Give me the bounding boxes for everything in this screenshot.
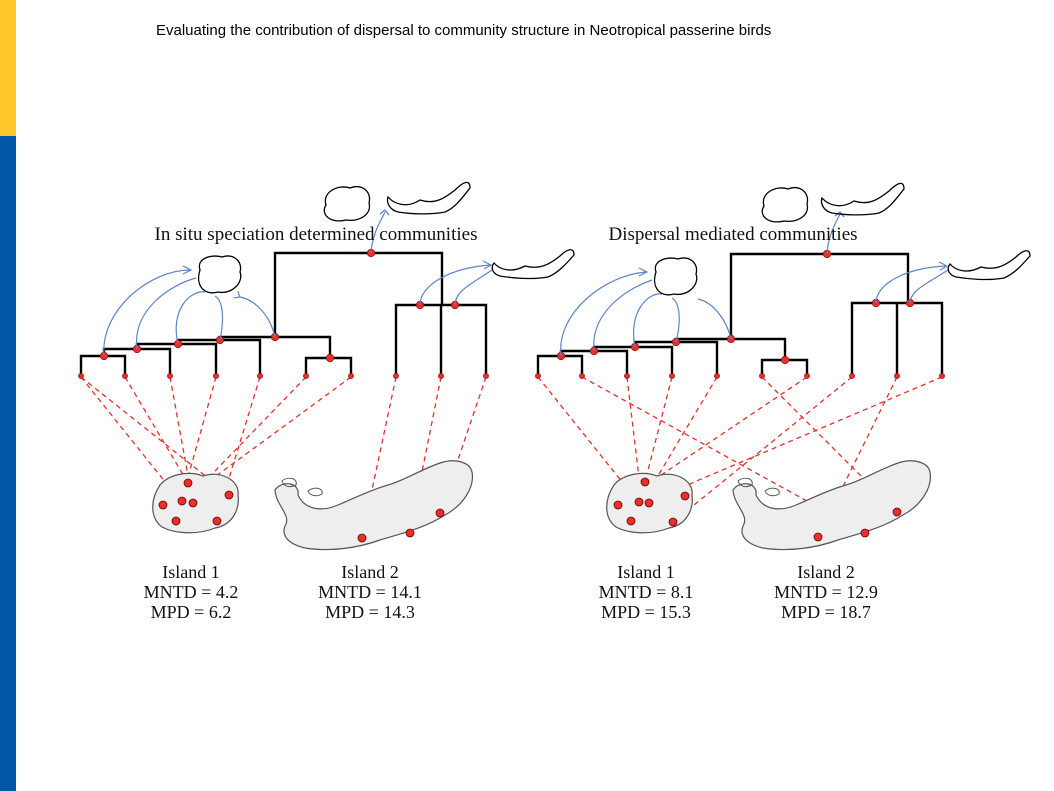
mntd-value: MNTD = 8.1 <box>598 582 694 602</box>
mntd-value: MNTD = 4.2 <box>143 582 239 602</box>
mpd-value: MPD = 18.7 <box>781 602 871 622</box>
island-1-shape <box>152 472 239 534</box>
island-name: Island 1 <box>617 562 675 582</box>
phylogeny-tree <box>536 252 944 375</box>
accent-bar-blue <box>0 136 16 791</box>
arrow-heads <box>638 211 949 277</box>
tip-dots <box>78 373 489 379</box>
island-stats-right-2: Island 2 MNTD = 12.9 MPD = 18.7 <box>774 562 878 622</box>
island-name: Island 2 <box>341 562 399 582</box>
island-1-shape <box>606 472 693 534</box>
panel-dispersal <box>535 182 1031 551</box>
mpd-value: MPD = 6.2 <box>150 602 232 622</box>
island-stats-right-1: Island 1 MNTD = 8.1 MPD = 15.3 <box>599 562 694 622</box>
island-2-shape <box>732 460 931 551</box>
island-2-shape <box>274 460 473 551</box>
small-island-outlines <box>654 182 1031 296</box>
mpd-value: MPD = 15.3 <box>601 602 691 622</box>
dispersal-arrows <box>560 213 949 357</box>
tip-dots <box>535 373 945 379</box>
mpd-value: MPD = 14.3 <box>325 602 415 622</box>
panel-in-situ <box>78 181 575 551</box>
panel-title-dispersal: Dispersal mediated communities <box>608 224 858 245</box>
mntd-value: MNTD = 12.9 <box>774 582 878 602</box>
slide-title: Evaluating the contribution of dispersal… <box>156 22 772 39</box>
island-name: Island 2 <box>797 562 855 582</box>
small-island-outlines <box>198 181 575 294</box>
island-stats-left-2: Island 2 MNTD = 14.1 MPD = 14.3 <box>318 562 422 622</box>
island-name: Island 1 <box>162 562 220 582</box>
arrow-heads <box>182 209 493 299</box>
accent-bar-yellow <box>0 0 16 136</box>
dispersal-arrows <box>103 211 493 357</box>
island-stats-left-1: Island 1 MNTD = 4.2 MPD = 6.2 <box>144 562 239 622</box>
mntd-value: MNTD = 14.1 <box>318 582 422 602</box>
panel-title-in-situ: In situ speciation determined communitie… <box>154 224 478 245</box>
phylogeny-tree <box>79 251 488 375</box>
